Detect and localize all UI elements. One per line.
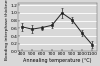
Y-axis label: Bonding interphase thickness: Bonding interphase thickness bbox=[5, 0, 9, 60]
X-axis label: Annealing temperature (°C): Annealing temperature (°C) bbox=[23, 58, 92, 63]
